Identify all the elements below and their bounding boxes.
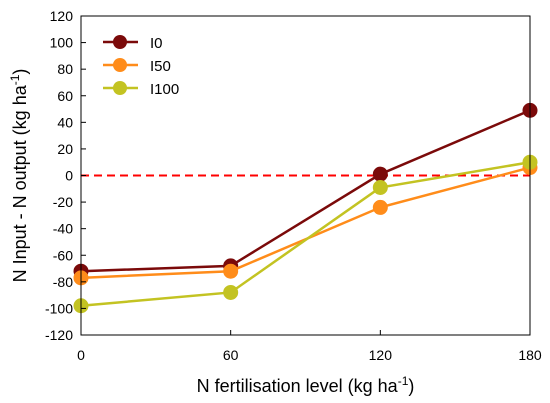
series-i50 — [73, 160, 538, 286]
y-tick-label: -100 — [45, 300, 73, 316]
x-tick-label: 60 — [223, 347, 239, 363]
y-axis-ticks: -120 -100 -80 -60 -40 -20 0 20 40 60 80 100 120 — [45, 8, 86, 343]
data-point — [223, 284, 239, 300]
y-tick-label: -60 — [53, 247, 73, 263]
y-tick-label: 40 — [57, 114, 73, 130]
data-point — [223, 263, 239, 279]
series-i0 — [73, 102, 538, 279]
series-layer — [73, 102, 538, 314]
legend: I0 I50 I100 — [103, 35, 179, 98]
legend-label: I0 — [150, 35, 163, 52]
legend-item: I100 — [103, 81, 179, 98]
series-line — [80, 160, 531, 308]
data-point — [372, 179, 388, 195]
legend-marker — [113, 58, 127, 72]
x-axis-ticks: 0 60 120 180 — [77, 330, 542, 363]
y-tick-label: 120 — [50, 8, 74, 24]
data-point — [372, 199, 388, 215]
legend-item: I50 — [103, 58, 171, 75]
series-line — [80, 109, 531, 273]
y-tick-label: 60 — [57, 88, 73, 104]
y-tick-label: 20 — [57, 141, 73, 157]
y-tick-label: -20 — [53, 194, 73, 210]
legend-label: I100 — [150, 81, 179, 98]
legend-item: I0 — [103, 35, 163, 52]
y-tick-label: 100 — [50, 35, 74, 51]
x-tick-label: 120 — [369, 347, 393, 363]
y-tick-label: 0 — [65, 168, 73, 184]
y-axis-title: N Input - N output (kg ha-1) — [8, 69, 30, 283]
x-axis-title: N fertilisation level (kg ha-1) — [197, 374, 415, 396]
y-tick-label: -120 — [45, 327, 73, 343]
y-tick-label: 80 — [57, 61, 73, 77]
legend-marker — [113, 35, 127, 49]
x-tick-label: 0 — [77, 347, 85, 363]
series-line — [80, 166, 531, 280]
legend-marker — [113, 81, 127, 95]
y-tick-label: -40 — [53, 221, 73, 237]
x-tick-label: 180 — [518, 347, 542, 363]
legend-label: I50 — [150, 58, 171, 75]
data-point — [372, 166, 388, 182]
y-tick-label: -80 — [53, 274, 73, 290]
series-i100 — [73, 154, 538, 314]
